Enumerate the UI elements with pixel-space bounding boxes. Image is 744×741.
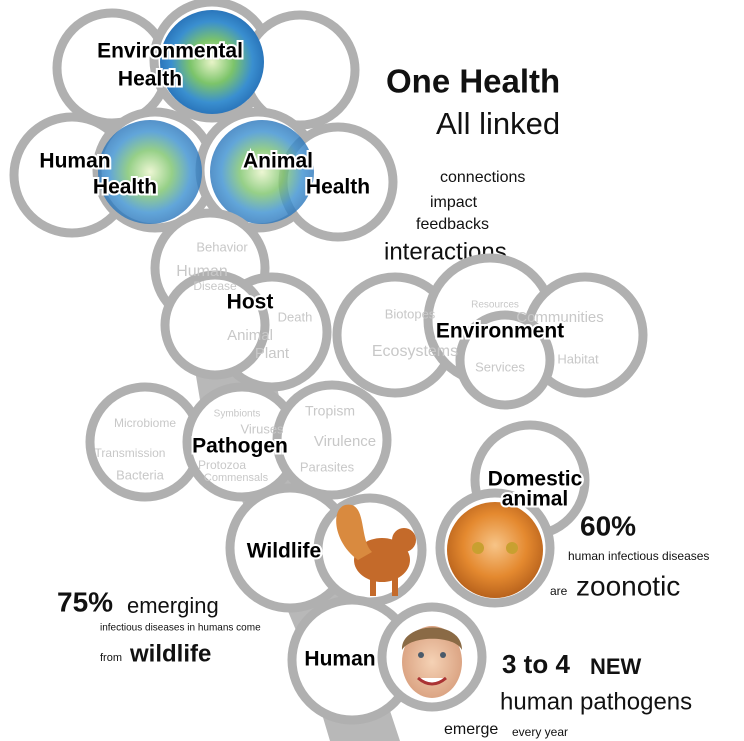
node-label: Human bbox=[39, 150, 110, 173]
faint-word: Symbionts bbox=[214, 409, 261, 420]
subtitle: All linked bbox=[436, 106, 560, 141]
faint-word: Transmission bbox=[95, 446, 166, 460]
node-label: Human bbox=[304, 648, 375, 671]
faint-word: Virulence bbox=[314, 433, 376, 450]
stat-text: human infectious diseases bbox=[568, 549, 709, 563]
globe bbox=[98, 120, 202, 224]
faint-word: Habitat bbox=[557, 351, 599, 366]
faint-word: Behavior bbox=[196, 239, 248, 254]
node-label: Environment bbox=[436, 320, 564, 343]
title: One Health bbox=[386, 63, 560, 100]
faint-word: Plant bbox=[255, 345, 290, 362]
stat-text: emerging bbox=[127, 593, 219, 618]
node-label: Wildlife bbox=[247, 540, 321, 563]
stat-text: wildlife bbox=[129, 640, 211, 667]
faint-word: Services bbox=[475, 359, 525, 374]
faint-word: Microbiome bbox=[114, 416, 176, 430]
node-label: Health bbox=[93, 176, 157, 199]
faint-word: Commensals bbox=[204, 472, 269, 484]
stat-text: NEW bbox=[590, 654, 642, 679]
stat-text: are bbox=[550, 584, 568, 598]
faint-word: Resources bbox=[471, 300, 519, 311]
faint-word: Protozoa bbox=[198, 458, 246, 472]
faint-word: Ecosystems bbox=[372, 343, 458, 360]
stat-text: human pathogens bbox=[500, 688, 692, 715]
faint-word: Parasites bbox=[300, 459, 355, 474]
faint-word: Human bbox=[176, 263, 228, 280]
faint-word: Death bbox=[278, 309, 313, 324]
stat-text: emerge bbox=[444, 721, 498, 738]
node-label: Pathogen bbox=[192, 435, 288, 458]
link-word: impact bbox=[430, 194, 478, 211]
node-label: Health bbox=[118, 68, 182, 91]
node-label: Environmental bbox=[97, 40, 243, 63]
faint-word: Biotopes bbox=[385, 306, 436, 321]
child-photo bbox=[387, 612, 477, 702]
node-label: Health bbox=[306, 176, 370, 199]
node-label: Animal bbox=[243, 150, 313, 173]
one-health-diagram: Environmental Health Human Health Animal… bbox=[0, 0, 744, 741]
stat-value: 75% bbox=[57, 586, 113, 617]
stat-value: 3 to 4 bbox=[502, 649, 570, 679]
stat-value: 60% bbox=[580, 510, 636, 541]
stat-text: every year bbox=[512, 725, 568, 739]
link-word: feedbacks bbox=[416, 216, 489, 233]
faint-word: Bacteria bbox=[116, 467, 164, 482]
faint-word: Animal bbox=[227, 327, 273, 344]
faint-word: Tropism bbox=[305, 403, 355, 419]
node-label: animal bbox=[502, 488, 569, 511]
link-word: connections bbox=[440, 169, 525, 186]
stat-text: from bbox=[100, 652, 122, 664]
cat-photo bbox=[447, 502, 543, 598]
stat-text: zoonotic bbox=[576, 570, 680, 601]
stat-text: infectious diseases in humans come bbox=[100, 623, 261, 634]
node-label: Host bbox=[227, 291, 274, 314]
top-cluster bbox=[14, 2, 393, 237]
